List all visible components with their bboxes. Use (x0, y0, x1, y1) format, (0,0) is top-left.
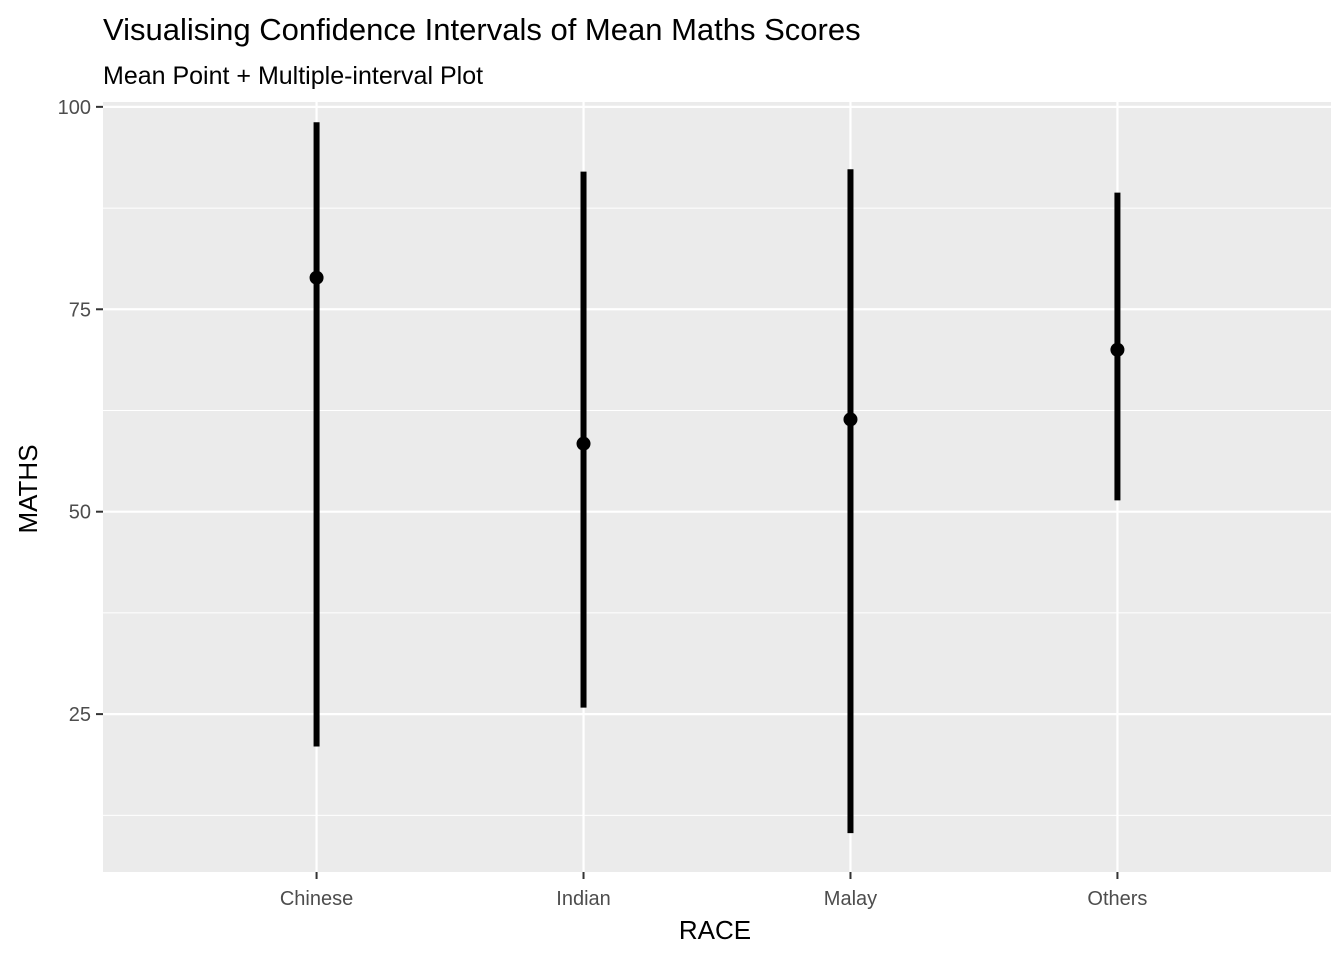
y-axis-title: MATHS (13, 444, 43, 533)
mean-point (576, 436, 591, 451)
mean-point (843, 412, 858, 427)
y-tick-label: 25 (69, 704, 91, 726)
x-tick-label: Malay (824, 888, 877, 910)
y-tick-label: 100 (58, 97, 91, 119)
data-marks (309, 122, 1125, 834)
x-axis-title: RACE (679, 915, 751, 945)
y-tick-label: 75 (69, 299, 91, 321)
plot-panel (103, 102, 1331, 872)
chart-subtitle: Mean Point + Multiple-interval Plot (103, 62, 483, 90)
mean-point (309, 270, 324, 285)
axis-ticks: 25 50 75 100 Chinese Indian Malay Others (58, 97, 1148, 910)
x-tick-label: Indian (556, 888, 611, 910)
x-tick-label: Chinese (280, 888, 353, 910)
y-tick-label: 50 (69, 502, 91, 524)
x-tick-label: Others (1087, 888, 1147, 910)
chart-title: Visualising Confidence Intervals of Mean… (103, 12, 861, 47)
mean-point (1110, 342, 1125, 357)
